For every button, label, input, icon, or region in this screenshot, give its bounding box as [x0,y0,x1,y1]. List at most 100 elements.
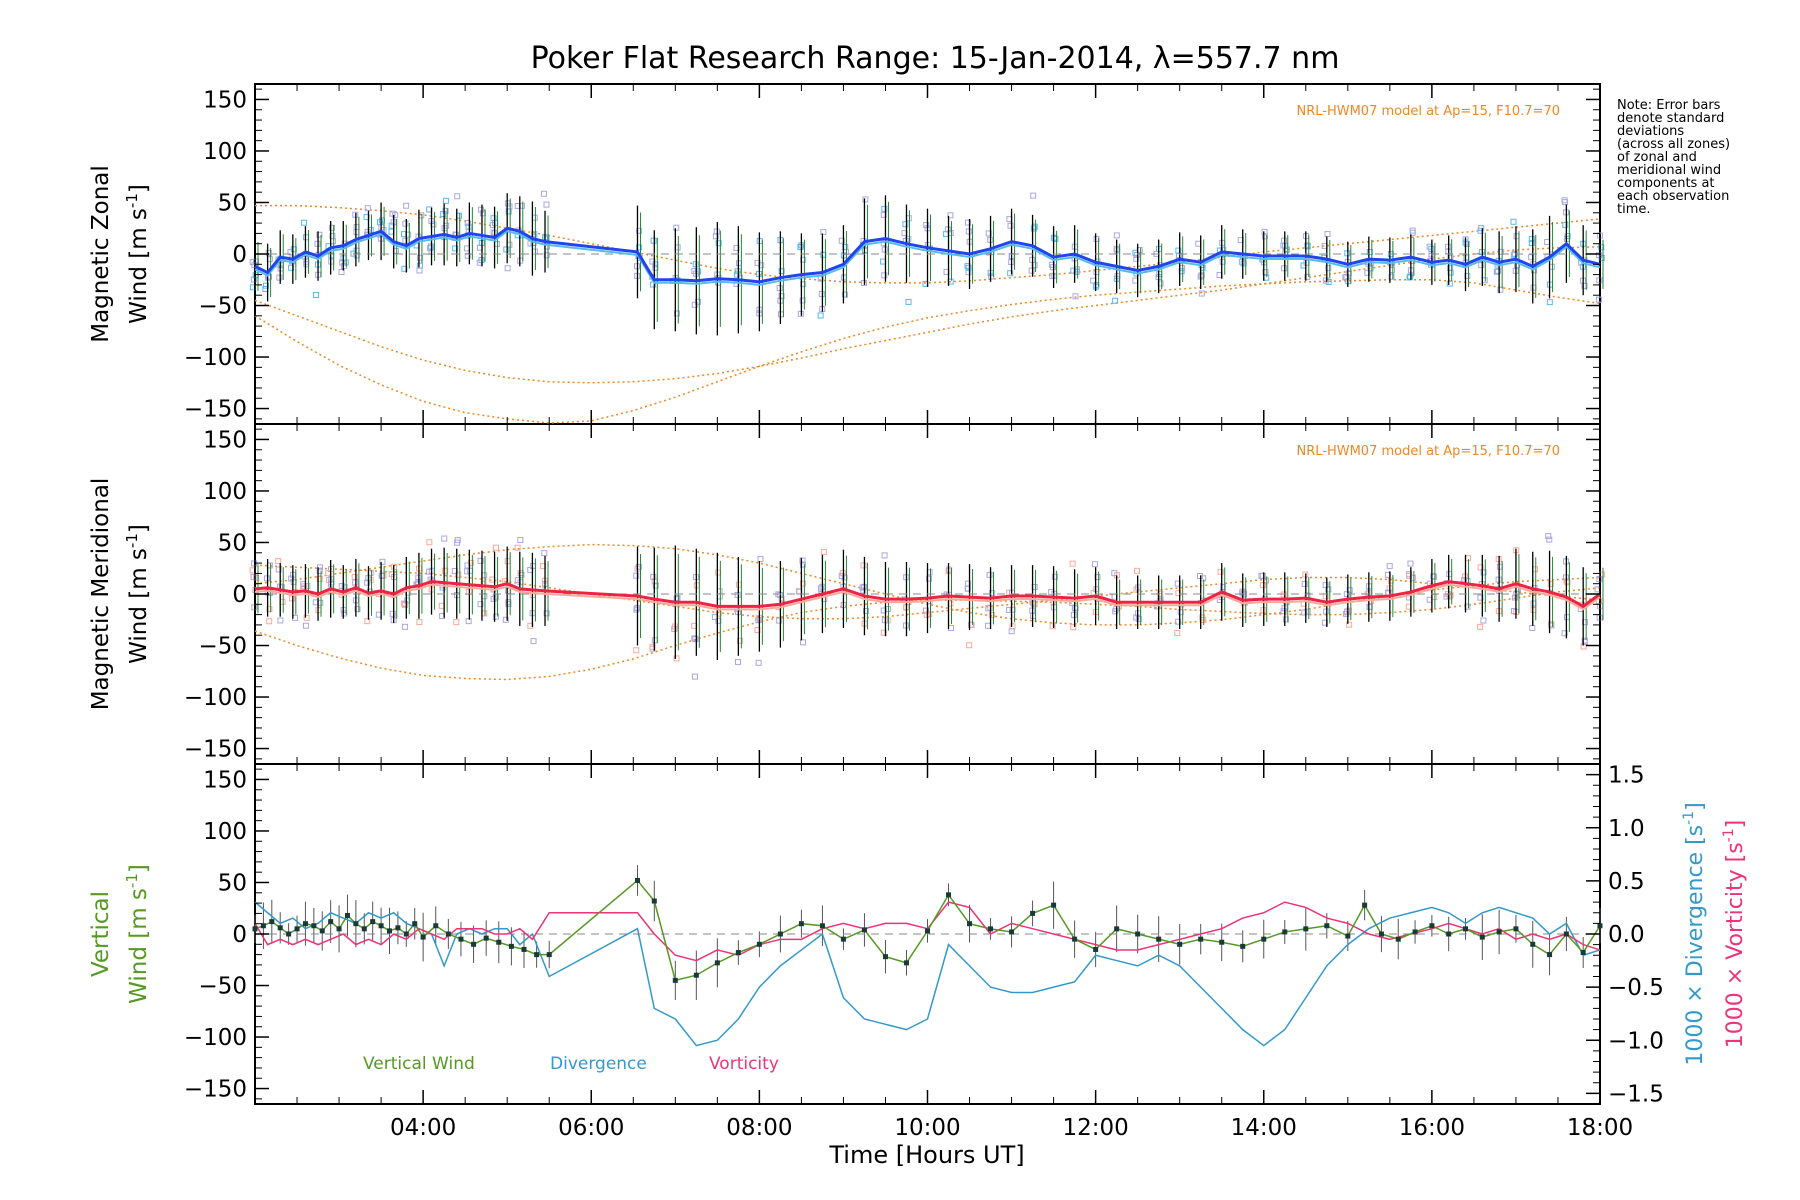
vertical-wind-point [967,921,973,927]
sample-point [389,610,396,617]
sample-point [652,261,659,268]
sample-point [989,590,996,597]
y-tick-label: 0 [232,242,247,268]
sample-point [736,637,743,644]
sample-point [1547,581,1554,588]
vertical-wind-point [735,950,741,956]
sample-point [1480,617,1487,624]
sample-point [1030,192,1037,199]
sample-point [379,572,386,579]
vertical-wind-point [496,939,502,945]
vertical-wind-point [269,919,275,925]
meridional-wind-line [254,580,1601,609]
sample-point [1430,573,1437,580]
x-tick-label: 10:00 [894,1115,960,1141]
vertical-wind-point [260,923,266,929]
sample-point [1301,580,1308,587]
meridional-wind-line-shadow [254,583,1601,611]
mean-wind-lines [252,226,1603,1047]
note-line: of zonal and [1617,150,1697,165]
sample-point [402,220,409,227]
sample-point [1546,536,1553,543]
sample-point [1195,240,1202,247]
vertical-wind-point [1198,936,1204,942]
note-line: time. [1617,202,1651,217]
vertical-wind-point [1114,926,1120,932]
sample-point [800,256,807,263]
vertical-wind-point [1563,931,1569,937]
sample-point [1464,555,1471,562]
vertical-wind-point [252,926,258,932]
sample-point [1175,618,1182,625]
sample-point [880,629,887,636]
sample-point [504,265,511,272]
sample-point [923,222,930,229]
vorticity-axis-label: 1000 × Vorticity [s-1] [1721,820,1748,1048]
sample-point [543,201,550,208]
y-tick-label: −50 [198,294,247,320]
sample-point [800,580,807,587]
sample-point [964,219,971,226]
sample-point [492,544,499,551]
right-tick-label: −1.5 [1608,1081,1664,1107]
sample-point [364,618,371,625]
sample-point [818,291,825,298]
sample-point [650,573,657,580]
note-line: meridional wind [1617,163,1721,178]
sample-point [1008,628,1015,635]
sample-point [1304,273,1311,280]
sample-point [328,224,335,231]
error-bar-note: Note: Error bars denote standard deviati… [1617,98,1730,217]
sample-point [1548,622,1555,629]
sample-point [1497,248,1504,255]
sample-point [1546,299,1553,306]
sample-point [1325,586,1332,593]
x-tick-label: 18:00 [1567,1115,1633,1141]
sample-point [477,557,484,564]
sample-point [1198,290,1205,297]
sample-point [860,562,867,569]
vertical-wind-point [412,921,418,927]
x-axis-title: Time [Hours UT] [828,1141,1024,1169]
sample-point [1545,533,1552,540]
sample-point [1562,199,1569,206]
sample-point [776,617,783,624]
sample-point [1596,277,1603,284]
sample-point [1281,265,1288,272]
sample-point [503,246,510,253]
vertical-wind-point [1135,931,1141,937]
sample-point [755,659,762,666]
legend-vorticity: Vorticity [709,1054,779,1074]
note-line: denote standard [1617,111,1724,126]
sample-point [250,276,257,283]
sample-point [1051,573,1058,580]
vertical-wind-point [1362,902,1368,908]
vertical-wind-point [1345,933,1351,939]
sample-point [1561,197,1568,204]
vertical-wind-point [1547,952,1553,958]
vertical-wind-point [361,926,367,932]
sample-point [1528,240,1535,247]
right-tick-label: 0.0 [1608,922,1645,948]
sample-point [1174,630,1181,637]
sample-point [691,301,698,308]
sample-point [778,293,785,300]
sample-point [652,582,659,589]
sample-point [1049,273,1056,280]
sample-point [1581,619,1588,626]
vertical-wind-point [634,877,640,883]
sample-point [635,563,642,570]
vertical-wind-point [1378,931,1384,937]
sample-point [1510,218,1517,225]
y-tick-label: −100 [184,1025,247,1051]
vertical-wind-point [1412,929,1418,935]
sample-point [1030,225,1037,232]
vertical-wind-point [1597,923,1603,929]
sample-point [965,269,972,276]
sample-point [1177,609,1184,616]
sample-point [464,252,471,259]
sample-point [735,658,742,665]
vertical-wind-point [344,912,350,918]
sample-point [341,584,348,591]
model-curve [255,204,1601,284]
